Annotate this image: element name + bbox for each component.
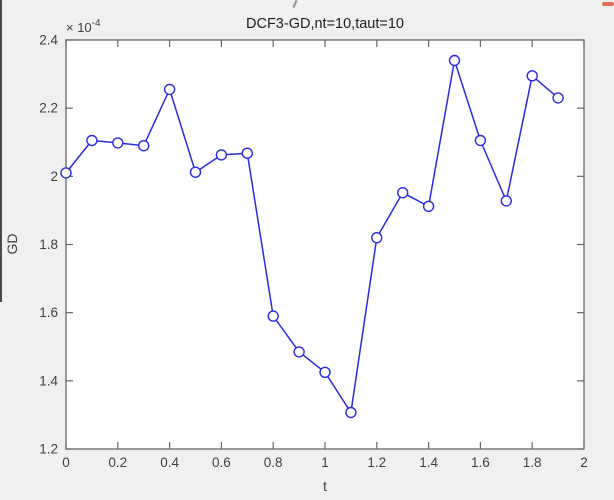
data-point-marker	[371, 231, 383, 244]
x-tick-label: 1.4	[419, 455, 438, 470]
data-point-marker	[189, 166, 202, 178]
y-tick-label: 1.6	[39, 305, 58, 320]
x-tick-label: 1	[321, 455, 329, 470]
data-point-marker	[448, 54, 461, 67]
y-tick-label: 2.2	[39, 101, 58, 116]
data-point-marker	[293, 346, 305, 358]
x-tick-label: 0.2	[108, 455, 127, 470]
x-tick-label: 0.8	[264, 455, 283, 470]
x-tick-label: 1.6	[471, 455, 490, 470]
data-point-marker	[500, 195, 512, 207]
x-tick-label: 1.8	[523, 455, 542, 470]
y-tick-label: 2	[50, 169, 58, 184]
data-point-marker	[345, 406, 357, 419]
data-point-marker	[163, 83, 176, 96]
x-tick-label: 0.4	[160, 455, 179, 470]
y-axis-multiplier-base: × 10	[66, 20, 92, 35]
chart-title: DCF3-GD,nt=10,taut=10	[246, 16, 404, 32]
data-point-marker	[60, 167, 72, 179]
data-point-marker	[397, 186, 409, 199]
y-tick-label: 1.8	[39, 237, 58, 252]
y-axis-multiplier: × 10-4	[66, 18, 101, 35]
x-tick-label: 0	[62, 455, 70, 470]
y-tick-label: 1.4	[39, 373, 58, 388]
data-point-marker	[267, 310, 279, 322]
corner-mark-artifact	[602, 2, 614, 6]
data-point-marker	[552, 92, 564, 104]
plot-area-background	[66, 40, 584, 449]
x-axis-label: t	[323, 478, 327, 494]
data-point-marker	[112, 137, 124, 149]
y-tick-label: 2.4	[39, 33, 58, 48]
data-point-marker	[215, 149, 228, 161]
data-point-marker	[422, 200, 435, 213]
x-tick-label: 2	[580, 455, 588, 470]
plot-dynamic: 0 0.2 0.4 0.6 0.8 1 1.2 1.4 1.6 1.8 2 1.2 1.4 1.6 1.8 2…	[39, 33, 588, 471]
data-point-marker	[474, 134, 487, 147]
y-axis-label: GD	[4, 234, 20, 255]
data-point-marker	[86, 134, 98, 147]
data-point-marker	[319, 366, 331, 378]
y-tick-label: 1.2	[39, 442, 58, 457]
y-axis-multiplier-exponent: -4	[92, 18, 101, 29]
window-left-edge-artifact	[0, 0, 2, 302]
data-point-marker	[526, 70, 538, 82]
data-point-marker	[241, 147, 254, 159]
data-line	[65, 59, 559, 414]
x-tick-label: 1.2	[367, 455, 386, 470]
data-point-marker	[137, 139, 150, 152]
x-tick-label: 0.6	[212, 455, 231, 470]
